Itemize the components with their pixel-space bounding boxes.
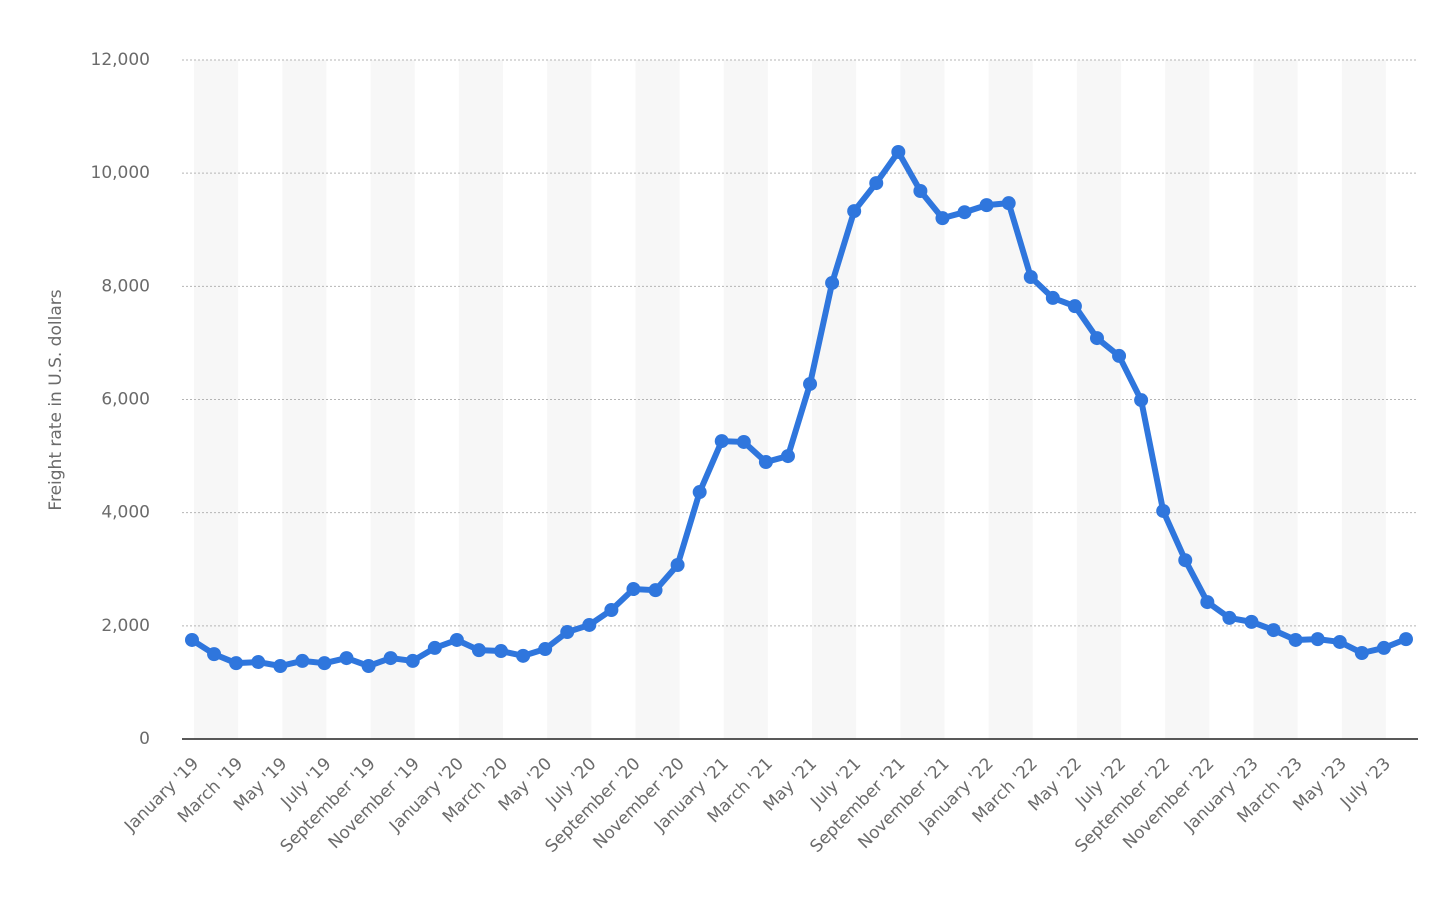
point	[957, 205, 972, 220]
point	[780, 449, 795, 464]
point	[913, 183, 928, 198]
point	[847, 204, 862, 219]
point	[251, 655, 266, 670]
point	[1244, 614, 1259, 629]
point	[427, 640, 442, 655]
y-tick-label: 12,000	[91, 50, 150, 70]
point	[295, 653, 310, 668]
point	[825, 275, 840, 290]
point	[1001, 196, 1016, 211]
point	[538, 642, 553, 657]
point	[869, 176, 884, 191]
point	[405, 653, 420, 668]
point	[1156, 503, 1171, 518]
point	[339, 651, 354, 666]
y-tick-label: 4,000	[101, 503, 150, 523]
point	[891, 144, 906, 159]
point	[1376, 640, 1391, 655]
point	[692, 485, 707, 500]
point	[736, 434, 751, 449]
y-tick-label: 6,000	[101, 390, 150, 410]
y-axis-label: Freight rate in U.S. dollars	[46, 289, 66, 510]
y-tick-label: 10,000	[91, 163, 150, 183]
point	[229, 656, 244, 671]
point	[317, 656, 332, 671]
point	[471, 643, 486, 658]
point	[361, 659, 376, 674]
point	[758, 455, 773, 470]
y-tick-label: 0	[139, 729, 150, 749]
point	[1112, 348, 1127, 363]
point	[1089, 331, 1104, 346]
point	[803, 376, 818, 391]
point	[1178, 553, 1193, 568]
point	[1332, 634, 1347, 649]
band	[370, 60, 415, 739]
point	[207, 647, 222, 662]
point	[935, 211, 950, 226]
point	[449, 632, 464, 647]
point	[185, 632, 199, 647]
point	[1310, 632, 1325, 647]
point	[516, 648, 531, 663]
point	[582, 617, 597, 632]
point	[1023, 269, 1038, 284]
y-tick-label: 2,000	[101, 616, 150, 636]
point	[1067, 299, 1082, 314]
point	[979, 198, 994, 213]
point	[1266, 623, 1281, 638]
point	[604, 602, 619, 617]
point	[560, 625, 575, 640]
point	[1399, 632, 1413, 647]
point	[1045, 290, 1060, 305]
point	[1288, 632, 1303, 647]
point	[1354, 645, 1369, 660]
point	[714, 434, 729, 449]
point	[1222, 610, 1237, 625]
point	[383, 651, 398, 666]
point	[1200, 595, 1215, 610]
point	[670, 558, 685, 573]
point	[626, 582, 641, 597]
point	[273, 659, 288, 674]
point	[1134, 393, 1149, 408]
y-tick-label: 8,000	[101, 276, 150, 296]
point	[494, 644, 509, 659]
point	[648, 583, 663, 598]
band	[458, 60, 504, 739]
